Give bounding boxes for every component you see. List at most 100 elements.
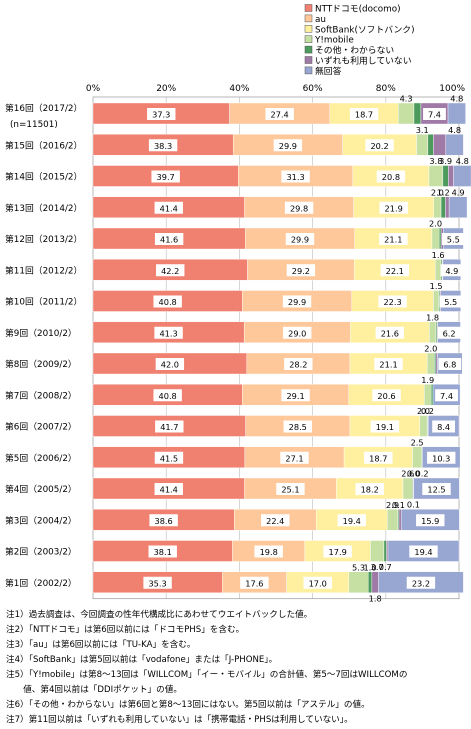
x-tick-label: 40% (229, 84, 249, 94)
data-label-bg (355, 483, 384, 495)
data-label: 41.5 (160, 453, 178, 463)
x-tick-label: 100% (439, 84, 465, 94)
bar-segment-4 (413, 102, 422, 125)
data-label: 5.3 (352, 562, 365, 572)
data-label: 41.3 (159, 328, 177, 338)
legend-swatch (304, 4, 313, 12)
legend-label: NTTドコモ(docomo) (315, 5, 401, 15)
data-label-bg (265, 108, 294, 120)
footnote: 値、第4回以前は「DDIポケット」の値。 (6, 685, 182, 695)
data-label: 35.3 (148, 578, 166, 588)
data-label: 1.0 (364, 562, 377, 572)
x-tick-label: 80% (376, 84, 396, 94)
data-label-bg (283, 326, 312, 339)
data-label: 17.6 (245, 578, 263, 588)
bar-segment-5 (433, 134, 447, 156)
data-label: 2.0 (431, 187, 444, 197)
data-label: 3.7 (371, 562, 384, 572)
data-label: 19.4 (343, 516, 361, 526)
data-label-bg (439, 295, 463, 308)
data-label: 0.0 (407, 469, 420, 479)
data-label: 0.2 (416, 468, 429, 478)
data-label-bg (154, 326, 183, 339)
data-label: 15.9 (421, 516, 439, 526)
data-label-bg (153, 389, 182, 402)
category-label: 第12回（2013/2） (5, 233, 82, 245)
data-label-bg (154, 483, 183, 495)
data-label: 41.4 (160, 485, 178, 495)
bar-segment-3 (412, 446, 422, 468)
data-label-bg (375, 326, 405, 339)
data-label: 29.9 (279, 141, 297, 151)
bar-segment-4 (383, 540, 387, 562)
data-label-bg (379, 201, 408, 214)
data-label: 27.4 (271, 110, 289, 120)
data-label-bg (416, 514, 445, 527)
data-label: 40.8 (159, 391, 177, 401)
legend-label: Y!mobile (314, 36, 354, 46)
data-label: 4.8 (456, 156, 469, 166)
data-label: 2.5 (411, 437, 424, 447)
data-label: 20.2 (370, 141, 388, 151)
bar-segment-5 (371, 571, 379, 593)
data-label: 18.2 (361, 485, 379, 495)
data-label-bg (148, 139, 178, 152)
data-label: 3.8 (429, 156, 442, 166)
data-label: 20.8 (382, 172, 400, 182)
data-label-bg (364, 451, 393, 464)
data-label: 29.2 (292, 266, 310, 276)
data-label-bg (378, 295, 407, 308)
bar-segment-4 (430, 384, 434, 406)
bar-segment-4 (368, 571, 373, 593)
data-label: 4.9 (452, 187, 465, 197)
bar-segment-3 (387, 509, 399, 531)
data-label: 1.9 (421, 375, 434, 385)
data-label-bg (441, 233, 465, 245)
legend-label: 無回答 (315, 65, 342, 77)
data-label: 0.1 (392, 500, 405, 510)
data-label-bg (323, 545, 352, 558)
data-label: 29.1 (286, 391, 304, 401)
data-label: 2.0 (417, 406, 430, 416)
data-label-bg (143, 576, 172, 589)
bar-segment-5 (448, 165, 454, 187)
category-label: 第8回（2009/2） (5, 358, 77, 370)
data-label: 6.8 (443, 360, 456, 370)
data-label-bg (440, 264, 464, 277)
data-label-bg (154, 451, 184, 464)
data-label-bg (240, 576, 269, 589)
bar-segment-5 (445, 196, 450, 218)
data-label-bg (284, 358, 313, 370)
data-label-bg (281, 170, 310, 183)
legend-swatch (304, 45, 313, 54)
data-label: 7.4 (428, 110, 441, 120)
data-label-bg (276, 483, 305, 495)
bar-segment-5 (398, 509, 402, 531)
data-label: 18.7 (355, 110, 373, 120)
bar-segment-3 (429, 321, 437, 343)
data-label: 41.7 (160, 422, 178, 432)
data-label: 22.3 (383, 297, 401, 307)
data-label: 1.5 (430, 281, 443, 291)
data-label-bg (437, 326, 461, 339)
bar-segment-3 (419, 415, 428, 437)
footnote: 注1）過去調査は、今回調査の性年代構成比にあわせてウエイトバックした値。 (6, 610, 313, 620)
data-label: 21.1 (379, 360, 397, 370)
data-label-bg (155, 358, 185, 370)
data-label: 19.1 (376, 422, 394, 432)
bar-segment-3 (424, 384, 432, 406)
data-label-bg (273, 139, 303, 152)
legend-label: いずれも利用していない (315, 55, 412, 67)
data-label: 17.0 (309, 578, 327, 588)
data-label-bg (435, 389, 458, 402)
bar-segment-3 (426, 352, 435, 375)
data-label: 1.2 (437, 187, 450, 197)
data-label: 8.4 (437, 422, 450, 432)
legend-swatch (304, 35, 313, 43)
category-sublabel: (n=11501) (10, 120, 58, 130)
category-label: 第3回（2004/2） (5, 514, 77, 526)
data-label: 12.5 (427, 485, 445, 495)
footnote: 注3）「au」は第6回以前には「TU-KA」を含む。 (6, 640, 196, 650)
bar-segment-3 (398, 102, 415, 125)
bar-segment-3 (435, 259, 442, 281)
